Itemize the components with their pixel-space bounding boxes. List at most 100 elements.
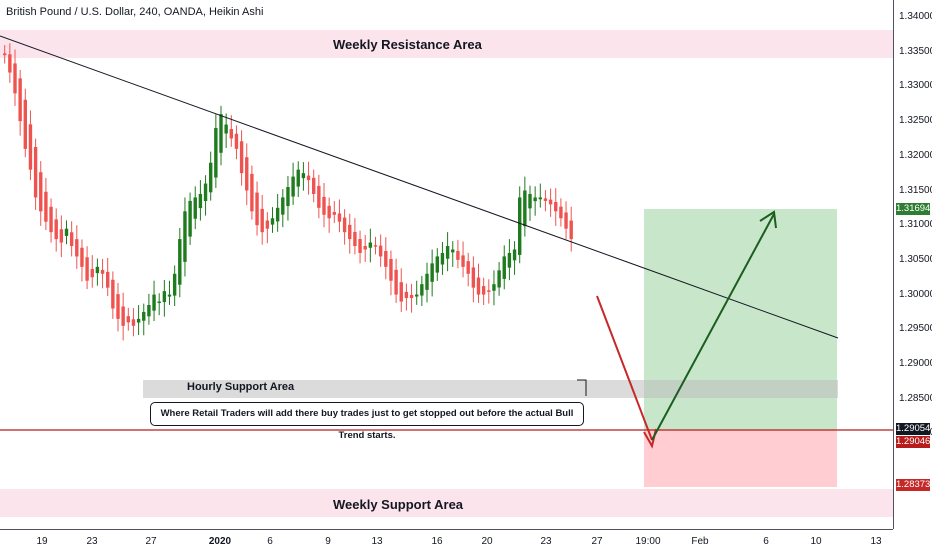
y-tick-label: 1.31000 [899, 219, 932, 231]
candle [332, 212, 336, 215]
candle [203, 183, 208, 202]
y-tick-label: 1.30000 [899, 288, 932, 300]
candle [430, 263, 434, 282]
candle [28, 124, 33, 170]
candle [193, 197, 197, 219]
weekly-support-label: Weekly Support Area [333, 497, 464, 512]
candle [487, 290, 491, 292]
candle [33, 146, 38, 198]
candle [270, 218, 275, 225]
y-tick-label: 1.29500 [899, 323, 932, 335]
candle [126, 316, 130, 323]
x-tick-label: 20 [481, 536, 493, 547]
x-tick-label: 27 [591, 536, 603, 547]
hourly-support-zone [143, 380, 838, 398]
time-axis[interactable] [0, 529, 893, 551]
candle [229, 129, 233, 139]
candle [183, 211, 187, 262]
candle [18, 78, 22, 122]
candle [49, 206, 53, 233]
candle [106, 271, 110, 288]
candle [368, 242, 373, 248]
candle [167, 294, 172, 297]
candle [250, 173, 254, 212]
candle [85, 257, 89, 281]
x-tick-label: 6 [267, 536, 273, 547]
candle [301, 173, 306, 179]
x-tick-label: 6 [763, 536, 769, 547]
bearish-arrow [596, 295, 653, 441]
candle [533, 197, 537, 202]
candle [95, 266, 100, 274]
candle [461, 255, 465, 267]
x-tick-label: 16 [431, 536, 443, 547]
price-tag-target: 1.31694 [896, 203, 931, 215]
bullish-arrow [651, 213, 775, 441]
candle [255, 192, 259, 226]
candle [131, 319, 136, 326]
candle [543, 198, 548, 201]
candle [363, 245, 367, 250]
candle [286, 187, 290, 207]
candle [523, 190, 527, 227]
hourly-support-label: Hourly Support Area [187, 381, 295, 393]
y-tick-label: 1.28500 [899, 392, 932, 404]
y-tick-label: 1.32000 [899, 149, 932, 161]
candle [142, 311, 146, 321]
candle [312, 177, 316, 194]
candle [569, 220, 573, 240]
candle [59, 229, 64, 243]
candle [420, 284, 424, 296]
x-tick-label: 13 [371, 536, 383, 547]
callout-pointer [577, 379, 587, 396]
price-axis[interactable] [893, 0, 932, 529]
candle [90, 269, 94, 278]
candle [528, 193, 532, 209]
candle [8, 54, 12, 73]
candle [80, 247, 84, 267]
y-tick-label: 1.32500 [899, 115, 932, 127]
candle [245, 157, 249, 191]
candle [306, 175, 311, 181]
candle [554, 202, 558, 212]
candle [322, 196, 326, 215]
x-tick-label: 2020 [208, 536, 232, 547]
candle [75, 239, 79, 257]
candle [481, 286, 486, 295]
candle [358, 238, 362, 253]
x-tick-label: 9 [325, 536, 331, 547]
candle [378, 245, 383, 257]
y-tick-label: 1.34000 [899, 11, 932, 22]
candle [456, 250, 460, 260]
candle [538, 197, 542, 200]
bullish-arrow-head [759, 210, 777, 229]
annotation-callout: Where Retail Traders will add there buy … [150, 402, 584, 441]
candle [265, 220, 270, 229]
candle [209, 162, 213, 193]
candle [348, 224, 352, 240]
candle [559, 206, 563, 219]
candle [219, 114, 223, 153]
candle [188, 200, 192, 237]
candle [136, 318, 141, 323]
candle [260, 208, 264, 233]
price-tag-entry: 1.29046 [896, 436, 931, 448]
candle [214, 128, 218, 178]
candle [476, 277, 481, 295]
candle [39, 172, 43, 212]
candle [466, 261, 470, 274]
candle [239, 141, 244, 174]
weekly-support-zone [0, 489, 893, 517]
candle [23, 99, 27, 149]
candle [224, 124, 228, 134]
candle [291, 176, 295, 197]
x-tick-label: 13 [870, 536, 882, 547]
candle [198, 193, 203, 209]
candle [172, 273, 177, 296]
x-tick-label: 19:00 [635, 536, 661, 547]
candle [281, 197, 285, 215]
candle [44, 191, 48, 222]
candle [234, 133, 239, 149]
x-tick-label: 10 [810, 536, 822, 547]
